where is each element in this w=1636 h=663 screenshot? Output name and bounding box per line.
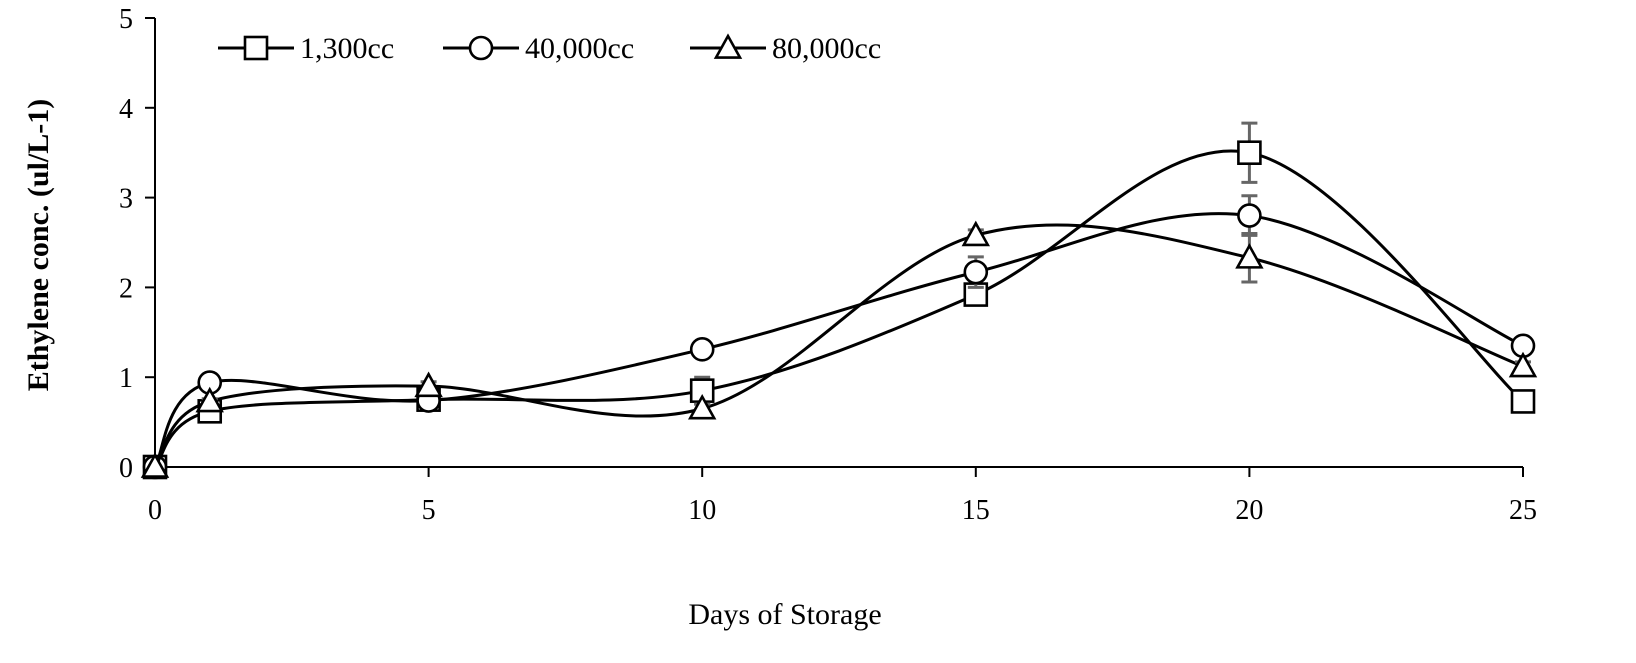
x-axis-title: Days of Storage <box>688 598 881 631</box>
legend-marker-circle <box>468 35 494 61</box>
legend-item: 80,000cc <box>690 32 881 65</box>
series-line-circle <box>153 212 1524 468</box>
legend-label: 80,000cc <box>772 32 881 65</box>
y-tick-label: 1 <box>119 363 133 394</box>
legend-marker-square <box>243 35 269 61</box>
series-square <box>142 121 1536 480</box>
legend-item: 1,300cc <box>218 32 394 65</box>
data-point-triangle <box>1235 243 1264 269</box>
legend-label: 40,000cc <box>525 32 634 65</box>
y-tick-label: 5 <box>119 4 133 35</box>
x-tick-label: 15 <box>962 495 990 526</box>
ticks: 0 1 2 3 4 5 0 5 10 15 20 25 <box>119 4 1537 526</box>
data-point-triangle <box>414 371 443 398</box>
data-point-triangle <box>140 452 170 478</box>
y-tick-label: 4 <box>119 94 133 125</box>
legend: 1,300cc 40,000cc 80,000cc <box>218 32 881 65</box>
series-line-square <box>153 149 1525 469</box>
x-tick-label: 25 <box>1509 495 1537 526</box>
data-point-circle <box>963 259 989 285</box>
y-axis-title: Ethylene conc. (ul/L-1) <box>22 99 55 392</box>
data-point-triangle <box>1508 351 1538 378</box>
legend-item: 40,000cc <box>443 32 634 65</box>
series-line-triangle <box>153 223 1524 468</box>
data-point-square <box>1510 389 1536 414</box>
x-tick-label: 5 <box>422 495 436 526</box>
data-point-triangle <box>195 386 224 413</box>
y-tick-label: 2 <box>119 273 133 304</box>
data-point-triangle <box>687 393 717 420</box>
legend-marker-triangle <box>713 33 743 59</box>
y-tick-label: 0 <box>119 453 133 484</box>
legend-label: 1,300cc <box>300 32 394 65</box>
series-circle <box>142 194 1536 480</box>
y-tick-label: 3 <box>119 184 133 215</box>
data-point-circle <box>689 337 715 362</box>
axes <box>154 18 1523 468</box>
x-tick-label: 10 <box>688 495 716 526</box>
x-tick-label: 0 <box>148 495 162 526</box>
data-point-square <box>1237 140 1262 165</box>
x-tick-label: 20 <box>1235 495 1263 526</box>
data-point-circle <box>1237 203 1262 228</box>
data-point-triangle <box>961 220 991 247</box>
series-triangle <box>140 220 1538 478</box>
series-layer <box>140 121 1538 480</box>
